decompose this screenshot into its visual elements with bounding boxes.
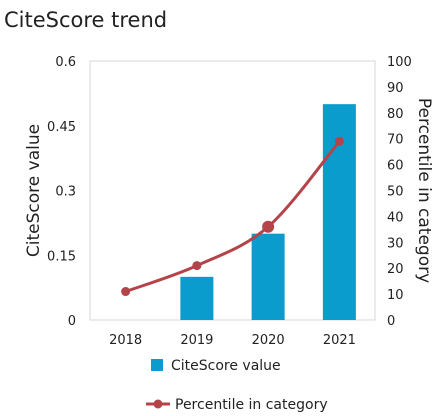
right-tick-label: 40 [387, 210, 404, 225]
x-tick-label: 2019 [180, 333, 213, 348]
bar-2019 [180, 276, 214, 320]
chart-title: CiteScore trend [4, 8, 167, 32]
line-points [121, 136, 344, 297]
left-tick-label: 0.45 [47, 120, 76, 135]
right-tick-label: 90 [387, 81, 404, 96]
legend-bar-swatch [151, 359, 163, 371]
right-axis-title: Percentile in category [414, 98, 434, 283]
point-2018 [121, 287, 131, 297]
legend-bar-label: CiteScore value [171, 358, 281, 374]
right-tick-label: 60 [387, 159, 404, 174]
x-axis-ticks: 2018 2019 2020 2021 [109, 333, 356, 348]
right-tick-label: 80 [387, 107, 404, 122]
legend-line-marker [153, 399, 163, 409]
left-tick-label: 0.6 [55, 55, 76, 70]
right-tick-label: 0 [387, 314, 395, 329]
x-tick-label: 2018 [109, 333, 142, 348]
x-tick-label: 2020 [252, 333, 285, 348]
bar-series [180, 104, 356, 321]
left-tick-label: 0 [68, 314, 76, 329]
right-tick-label: 30 [387, 236, 404, 251]
plot-frame [89, 60, 376, 321]
left-tick-label: 0.3 [55, 185, 76, 200]
bar-2021 [322, 104, 356, 321]
left-tick-label: 0.15 [47, 249, 76, 264]
point-2020 [262, 220, 275, 233]
right-tick-label: 100 [387, 55, 412, 70]
percentile-line [125, 140, 341, 293]
legend: CiteScore value Percentile in category [146, 358, 328, 413]
left-axis-ticks: 0 0.15 0.3 0.45 0.6 [47, 55, 76, 329]
point-2019 [192, 261, 202, 271]
right-tick-label: 10 [387, 288, 404, 303]
right-tick-label: 70 [387, 133, 404, 148]
right-axis-ticks: 0 10 20 30 40 50 60 70 80 90 100 [387, 55, 412, 329]
bar-2020 [251, 233, 285, 320]
left-axis-title: CiteScore value [24, 124, 44, 257]
right-tick-label: 50 [387, 185, 404, 200]
right-tick-label: 20 [387, 262, 404, 277]
point-2021 [334, 136, 344, 146]
legend-line-label: Percentile in category [175, 397, 328, 413]
x-tick-label: 2021 [323, 333, 356, 348]
